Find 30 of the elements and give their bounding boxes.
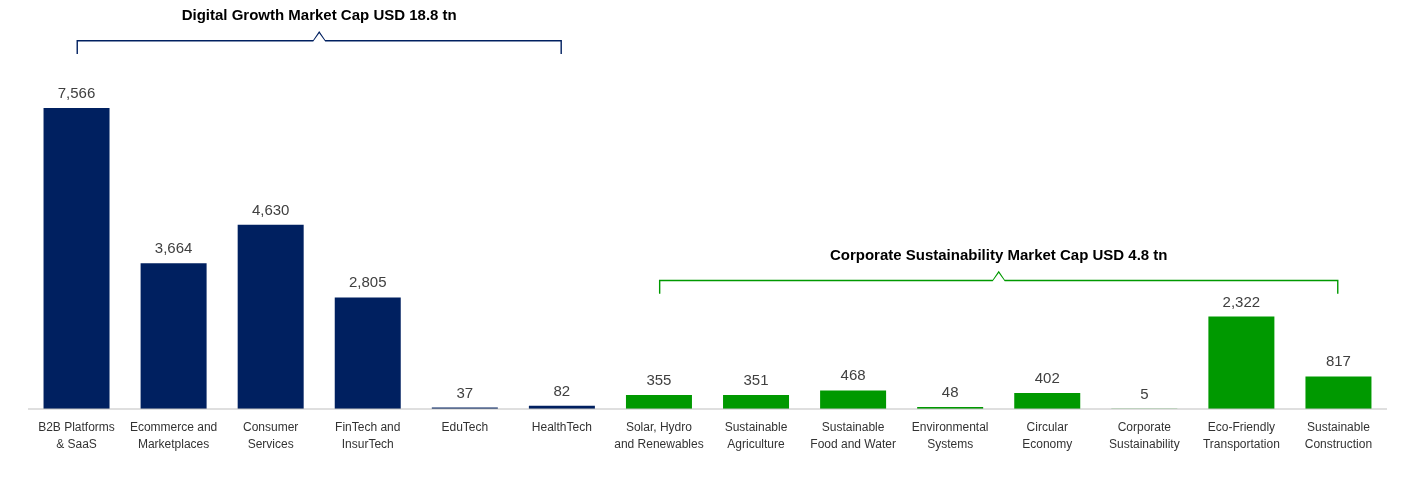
- x-tick-label: Environmental Systems: [911, 420, 989, 451]
- x-tick-label: Solar, Hydro and Renewables: [614, 420, 704, 451]
- data-label: 37: [456, 383, 474, 401]
- x-tick-label: FinTech and InsurTech: [335, 420, 401, 451]
- data-label: 7,566: [57, 84, 96, 101]
- data-label: 3,664: [154, 239, 193, 257]
- data-label: 468: [840, 366, 866, 384]
- x-tick-label: B2B Platforms & SaaS: [38, 420, 115, 451]
- x-tick-label: Sustainable Food and Water: [810, 420, 896, 451]
- data-label: 48: [941, 383, 959, 401]
- data-label: 817: [1325, 352, 1351, 370]
- x-tick-label: Circular Economy: [1022, 420, 1073, 451]
- data-label: 5: [1140, 384, 1149, 402]
- annotation: Corporate Sustainability Market Cap USD 4.8 tn: [829, 245, 1168, 263]
- data-label: 402: [1034, 369, 1060, 387]
- data-label: 355: [646, 370, 672, 388]
- x-tick-label: Consumer Services: [243, 420, 299, 451]
- x-tick-label: EduTech: [441, 420, 489, 434]
- x-tick-label: Corporate Sustainability: [1108, 420, 1180, 451]
- data-label: 2,805: [348, 273, 387, 291]
- data-label: 351: [743, 371, 769, 389]
- data-label: 82: [553, 381, 571, 399]
- data-label: 4,630: [251, 200, 290, 218]
- x-tick-label: Sustainable Construction: [1304, 420, 1373, 451]
- text: Digital Growth Market Cap USD 18.8 tn: [181, 6, 457, 23]
- x-tick-label: Ecommerce and Marketplaces: [129, 420, 218, 451]
- x-tick-label: Eco-Friendly Transportation: [1202, 420, 1280, 451]
- x-tick-label: Sustainable Agriculture: [724, 420, 788, 451]
- x-tick-label: HealthTech: [531, 420, 592, 434]
- data-label: 2,322: [1222, 292, 1261, 310]
